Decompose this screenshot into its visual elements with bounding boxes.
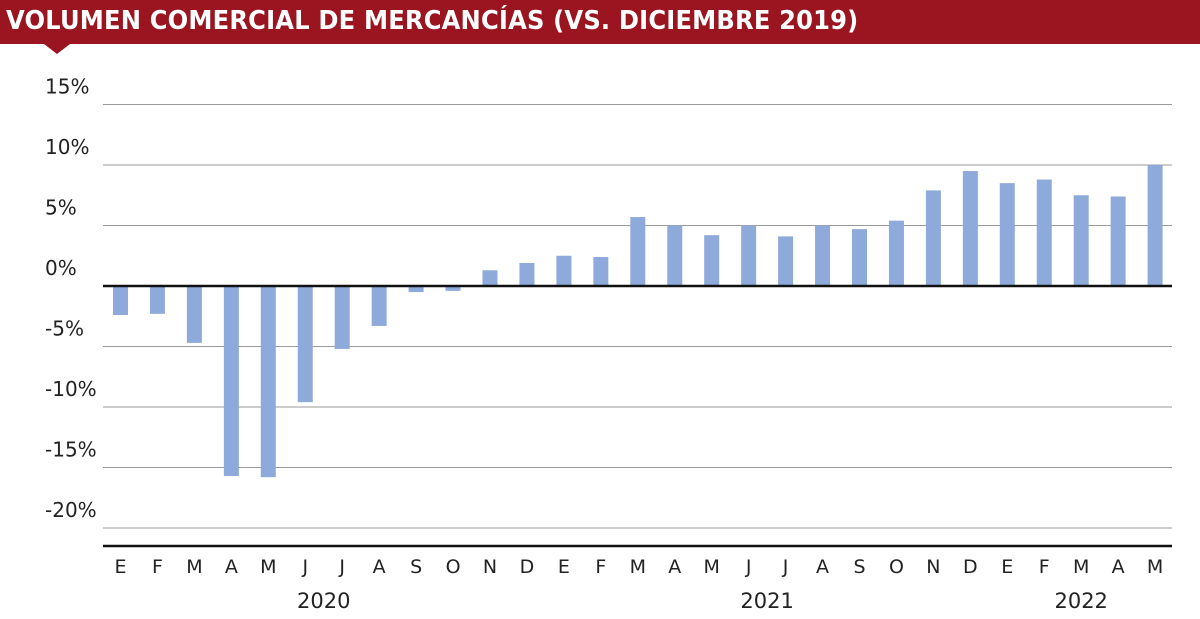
bar xyxy=(297,286,313,403)
bar xyxy=(999,183,1015,286)
bar xyxy=(815,225,831,286)
bar xyxy=(962,171,978,286)
y-tick-label: -5% xyxy=(45,317,84,341)
title-banner-notch xyxy=(44,44,70,54)
bar xyxy=(260,286,276,478)
y-tick-label: -15% xyxy=(45,438,97,462)
bar xyxy=(519,263,535,286)
y-tick-label: 10% xyxy=(45,135,89,159)
y-tick-label: 0% xyxy=(45,256,77,280)
x-axis-year-labels: 2020 2021 2022 xyxy=(297,589,1108,613)
bar xyxy=(630,217,646,286)
bar xyxy=(113,286,128,316)
bar xyxy=(704,235,720,286)
axes xyxy=(103,284,1172,548)
year-label: 2021 xyxy=(740,589,793,613)
x-tick-label: J xyxy=(745,556,752,578)
x-tick-label: A xyxy=(816,556,829,578)
x-tick-label: J xyxy=(782,556,789,578)
x-tick-label: N xyxy=(926,556,940,578)
x-tick-label: E xyxy=(558,556,570,578)
x-tick-label: A xyxy=(225,556,238,578)
bars xyxy=(113,165,1163,478)
x-tick-label: A xyxy=(1112,556,1125,578)
y-tick-label: -10% xyxy=(45,377,97,401)
x-tick-label: N xyxy=(483,556,497,578)
x-tick-label: D xyxy=(963,556,978,578)
year-label: 2020 xyxy=(297,589,350,613)
x-tick-label: A xyxy=(668,556,681,578)
x-tick-label: M xyxy=(1147,556,1163,578)
bar xyxy=(408,286,424,293)
x-tick-label: O xyxy=(889,556,904,578)
x-tick-label: E xyxy=(1001,556,1013,578)
x-tick-label: F xyxy=(595,556,606,578)
x-tick-label: S xyxy=(410,556,422,578)
x-tick-label: A xyxy=(373,556,386,578)
bar xyxy=(741,225,757,286)
bar xyxy=(445,286,461,291)
bar xyxy=(1110,196,1126,286)
bar xyxy=(186,286,202,343)
bar xyxy=(482,270,498,286)
x-tick-label: M xyxy=(1073,556,1089,578)
bar xyxy=(1073,195,1089,286)
title-banner: VOLUMEN COMERCIAL DE MERCANCÍAS (VS. DIC… xyxy=(0,0,1200,44)
x-tick-label: M xyxy=(260,556,276,578)
bar xyxy=(888,220,904,286)
x-tick-label: M xyxy=(186,556,202,578)
x-tick-label: J xyxy=(301,556,308,578)
bar xyxy=(334,286,350,349)
bar xyxy=(1036,179,1052,286)
bar xyxy=(1147,165,1163,286)
x-tick-label: F xyxy=(152,556,163,578)
year-label: 2022 xyxy=(1054,589,1107,613)
bar xyxy=(149,286,165,314)
y-tick-label: 5% xyxy=(45,196,77,220)
x-tick-label: F xyxy=(1039,556,1050,578)
x-tick-label: D xyxy=(520,556,535,578)
x-tick-label: E xyxy=(114,556,126,578)
bar xyxy=(371,286,387,326)
bar xyxy=(778,236,794,286)
x-tick-label: M xyxy=(630,556,646,578)
bar xyxy=(852,229,867,286)
chart-title: VOLUMEN COMERCIAL DE MERCANCÍAS (VS. DIC… xyxy=(6,6,859,36)
y-tick-label: 15% xyxy=(45,75,89,99)
bar xyxy=(556,255,572,286)
x-tick-label: O xyxy=(446,556,461,578)
bar xyxy=(925,190,941,286)
y-axis-ticks: 15% 10% 5% 0% -5% -10% -15% -20% xyxy=(45,75,97,523)
bar xyxy=(593,256,609,286)
x-tick-label: J xyxy=(338,556,345,578)
bar xyxy=(667,225,683,286)
x-tick-label: M xyxy=(703,556,719,578)
x-tick-label: S xyxy=(853,556,865,578)
y-tick-label: -20% xyxy=(45,498,97,522)
bar xyxy=(223,286,239,476)
